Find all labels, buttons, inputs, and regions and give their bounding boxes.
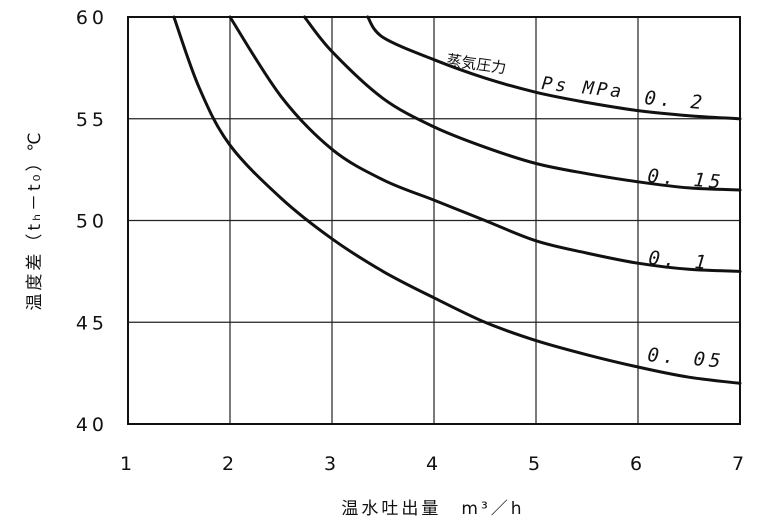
series-label: 0. 05 (647, 344, 726, 373)
legend-title: 蒸気圧力 (445, 51, 507, 77)
x-tick-label: 4 (426, 453, 442, 475)
series-labels: 0. 2 0. 15 0. 1 0. 05 (644, 87, 726, 373)
x-axis-title: 温水吐出量 m³／h (341, 499, 524, 519)
series-label: 0. 2 (644, 87, 707, 114)
y-tick-label: 50 (76, 211, 108, 233)
y-tick-label: 40 (76, 414, 108, 436)
series-line (366, 15, 742, 121)
x-tick-label: 6 (630, 453, 646, 475)
y-axis-title: 温度差（tₕ－t₀）℃ (25, 129, 45, 310)
plot-frame (127, 16, 741, 425)
x-tick-label: 7 (732, 453, 748, 475)
series-line (303, 15, 742, 192)
series-line (172, 15, 742, 385)
series-line (228, 15, 742, 273)
legend-unit: Ps MPa (540, 73, 625, 103)
series-label: 0. 1 (648, 247, 711, 274)
x-tick-label: 1 (120, 453, 136, 475)
y-tick-label: 55 (76, 109, 108, 131)
x-tick-label: 3 (324, 453, 340, 475)
series-label: 0. 15 (647, 165, 726, 194)
curves (172, 15, 742, 385)
x-tick-label: 2 (222, 453, 238, 475)
y-tick-label: 60 (76, 7, 108, 29)
grid (128, 17, 740, 424)
x-tick-label: 5 (528, 453, 544, 475)
y-tick-label: 45 (76, 312, 108, 334)
